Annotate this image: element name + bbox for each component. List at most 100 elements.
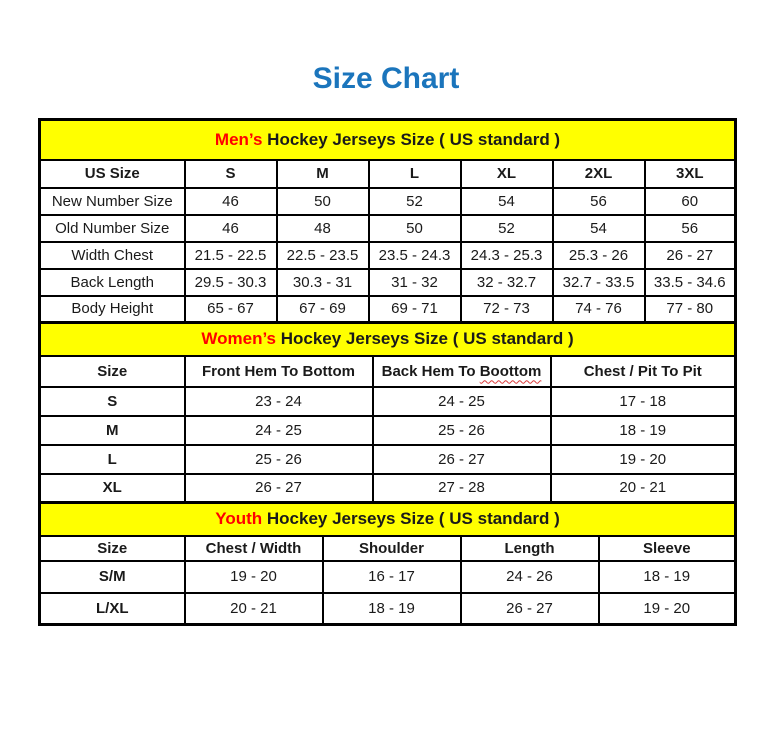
row-label-cell: S [38,385,186,417]
table-cell: 21.5 - 22.5 [183,240,278,270]
table-cell: 67 - 69 [275,294,370,324]
column-header-cell: Back Hem To Boottom [371,354,552,388]
row-label-cell: Body Height [38,294,186,324]
table-cell: 74 - 76 [551,294,646,324]
row-label-cell: New Number Size [38,186,186,216]
table-cell: 52 [367,186,462,216]
table-cell: 48 [275,213,370,243]
table-row: S/M 19 - 20 16 - 17 24 - 26 18 - 19 [38,559,737,594]
column-header-cell: Chest / Width [183,534,324,562]
table-cell: 22.5 - 23.5 [275,240,370,270]
table-cell: 24 - 25 [183,414,374,446]
banner-accent-word: Women’s [201,329,276,349]
table-cell: 18 - 19 [597,559,737,594]
misspelled-word: Boottom [479,362,542,380]
womens-size-table: Women’s Hockey Jerseys Size ( US standar… [38,321,738,504]
youth-header-row: Size Chest / Width Shoulder Length Sleeve [38,534,737,562]
table-cell: 50 [275,186,370,216]
table-cell: 27 - 28 [371,472,552,504]
table-cell: 25.3 - 26 [551,240,646,270]
youth-size-table: Youth Hockey Jerseys Size ( US standard … [38,501,738,626]
table-cell: 30.3 - 31 [275,267,370,297]
table-cell: 24 - 26 [459,559,600,594]
table-cell: 26 - 27 [643,240,737,270]
column-header-cell: Sleeve [597,534,737,562]
banner-accent-word: Men’s [214,129,263,149]
table-cell: 18 - 19 [549,414,737,446]
table-cell: 16 - 17 [321,559,462,594]
row-label-cell: L/XL [38,591,186,626]
table-cell: 46 [183,213,278,243]
table-cell: 25 - 26 [371,414,552,446]
table-cell: 23.5 - 24.3 [367,240,462,270]
row-label-cell: Old Number Size [38,213,186,243]
column-header-cell: Chest / Pit To Pit [549,354,737,388]
table-cell: 46 [183,186,278,216]
column-header-cell: Size [38,354,186,388]
table-cell: 32 - 32.7 [459,267,554,297]
table-cell: 56 [551,186,646,216]
table-cell: 77 - 80 [643,294,737,324]
womens-table-body: S 23 - 24 24 - 25 17 - 18 M 24 - 25 25 - 26 18 … [38,385,737,504]
column-header-cell: L [367,158,462,189]
content-area: Size Chart Men’s Hockey Jerseys Size ( U… [38,62,738,626]
page-title: Size Chart [312,62,460,95]
row-label-cell: M [38,414,186,446]
womens-table-banner: Women’s Hockey Jerseys Size ( US standar… [38,321,737,357]
table-cell: 24 - 25 [371,385,552,417]
table-row: Width Chest 21.5 - 22.5 22.5 - 23.5 23.5 - … [38,240,737,270]
table-cell: 20 - 21 [549,472,737,504]
table-cell: 50 [367,213,462,243]
womens-banner-text: Women’s Hockey Jerseys Size ( US standar… [38,321,737,357]
column-header-cell: 2XL [551,158,646,189]
size-chart-page: { "title": "Size Chart", "colors": { "ti… [0,62,776,754]
table-cell: 24.3 - 25.3 [459,240,554,270]
column-header-cell: Size [38,534,186,562]
column-header-cell: M [275,158,370,189]
banner-accent-word: Youth [215,509,263,529]
column-header-cell: S [183,158,278,189]
table-cell: 72 - 73 [459,294,554,324]
column-header-cell: 3XL [643,158,737,189]
youth-table-body: S/M 19 - 20 16 - 17 24 - 26 18 - 19 L/XL 20 - … [38,559,737,626]
table-cell: 29.5 - 30.3 [183,267,278,297]
table-cell: 18 - 19 [321,591,462,626]
table-cell: 31 - 32 [367,267,462,297]
row-label-cell: S/M [38,559,186,594]
column-header-cell: US Size [38,158,186,189]
column-header-cell: Front Hem To Bottom [183,354,374,388]
table-cell: 17 - 18 [549,385,737,417]
mens-table-body: New Number Size 46 50 52 54 56 60 Old Number Si… [38,186,737,324]
table-row: S 23 - 24 24 - 25 17 - 18 [38,385,737,417]
column-header-cell: XL [459,158,554,189]
table-row: M 24 - 25 25 - 26 18 - 19 [38,414,737,446]
table-row: Body Height 65 - 67 67 - 69 69 - 71 72 - 73 7… [38,294,737,324]
youth-table-banner: Youth Hockey Jerseys Size ( US standard … [38,501,737,537]
table-row: L/XL 20 - 21 18 - 19 26 - 27 19 - 20 [38,591,737,626]
table-cell: 26 - 27 [183,472,374,504]
table-cell: 54 [459,186,554,216]
table-cell: 69 - 71 [367,294,462,324]
table-cell: 20 - 21 [183,591,324,626]
row-label-cell: Back Length [38,267,186,297]
mens-table-banner: Men’s Hockey Jerseys Size ( US standard … [38,118,737,161]
table-cell: 32.7 - 33.5 [551,267,646,297]
table-cell: 56 [643,213,737,243]
table-cell: 19 - 20 [183,559,324,594]
mens-size-table: Men’s Hockey Jerseys Size ( US standard … [38,118,737,324]
table-cell: 19 - 20 [597,591,737,626]
table-cell: 54 [551,213,646,243]
table-cell: 25 - 26 [183,443,374,475]
table-cell: 23 - 24 [183,385,374,417]
table-cell: 52 [459,213,554,243]
table-cell: 60 [643,186,737,216]
table-cell: 26 - 27 [459,591,600,626]
table-row: Back Length 29.5 - 30.3 30.3 - 31 31 - 32 32… [38,267,737,297]
table-cell: 26 - 27 [371,443,552,475]
table-row: XL 26 - 27 27 - 28 20 - 21 [38,472,737,504]
row-label-cell: L [38,443,186,475]
table-row: L 25 - 26 26 - 27 19 - 20 [38,443,737,475]
table-cell: 65 - 67 [183,294,278,324]
column-header-cell: Shoulder [321,534,462,562]
table-row: New Number Size 46 50 52 54 56 60 [38,186,737,216]
